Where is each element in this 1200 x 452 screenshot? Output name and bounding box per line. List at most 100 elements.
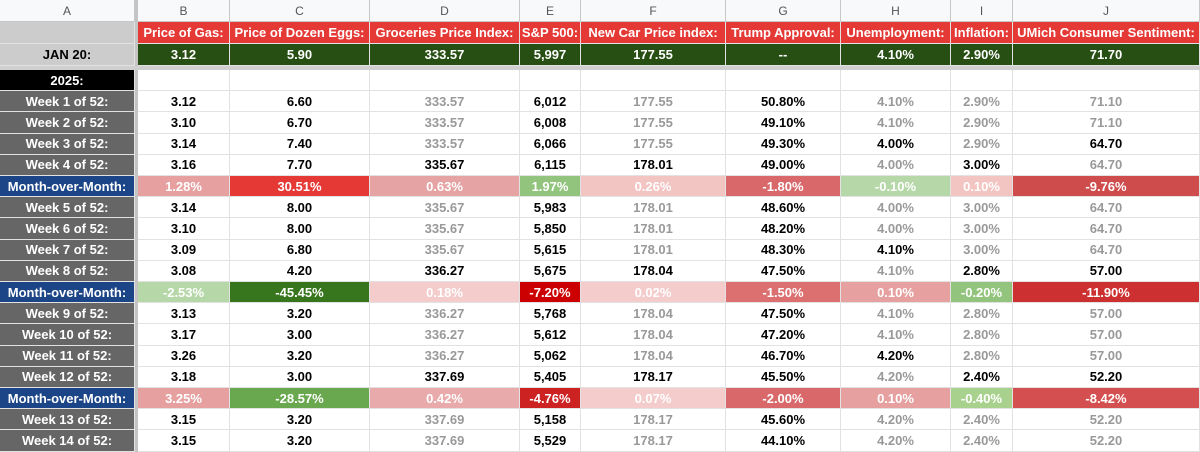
column-letter: E: [520, 0, 581, 22]
week-cell: 64.70: [1013, 239, 1200, 261]
mom-cell: 0.42%: [370, 388, 520, 410]
week-cell: 52.20: [1013, 430, 1200, 452]
week-cell: 5,850: [520, 218, 581, 240]
week-cell: 7.40: [230, 133, 370, 155]
week-cell: 4.10%: [841, 260, 951, 282]
week-cell: 3.20: [230, 345, 370, 367]
empty-cell: [138, 70, 230, 92]
section-label: 2025:: [0, 70, 135, 92]
week-cell: 44.10%: [726, 430, 841, 452]
mom-cell: -9.76%: [1013, 176, 1200, 198]
empty-cell: [951, 70, 1013, 92]
week-cell: 47.50%: [726, 260, 841, 282]
week-cell: 2.80%: [951, 345, 1013, 367]
empty-cell: [230, 70, 370, 92]
mom-cell: -7.20%: [520, 282, 581, 304]
week-cell: 5,529: [520, 430, 581, 452]
week-cell: 3.20: [230, 430, 370, 452]
week-cell: 4.10%: [841, 324, 951, 346]
column-letter: C: [230, 0, 370, 22]
week-cell: 3.17: [138, 324, 230, 346]
mom-cell: 3.25%: [138, 388, 230, 410]
week-label: Week 12 of 52:: [0, 366, 135, 388]
column-letter: H: [841, 0, 951, 22]
baseline-cell: 177.55: [581, 44, 726, 66]
week-cell: 178.17: [581, 366, 726, 388]
week-cell: 46.70%: [726, 345, 841, 367]
week-label: Week 4 of 52:: [0, 154, 135, 176]
mom-cell: 0.63%: [370, 176, 520, 198]
week-cell: 64.70: [1013, 197, 1200, 219]
mom-cell: -0.10%: [841, 176, 951, 198]
week-cell: 5,158: [520, 409, 581, 431]
week-cell: 3.10: [138, 218, 230, 240]
week-label: Week 9 of 52:: [0, 303, 135, 325]
week-cell: 335.67: [370, 154, 520, 176]
week-cell: 48.60%: [726, 197, 841, 219]
week-cell: 177.55: [581, 133, 726, 155]
week-label: Week 14 of 52:: [0, 430, 135, 452]
week-cell: 3.00%: [951, 239, 1013, 261]
week-cell: 2.80%: [951, 303, 1013, 325]
week-cell: 3.13: [138, 303, 230, 325]
empty-cell: [1013, 70, 1200, 92]
week-cell: 5,405: [520, 366, 581, 388]
mom-cell: -1.80%: [726, 176, 841, 198]
week-cell: 5,062: [520, 345, 581, 367]
week-cell: 335.67: [370, 218, 520, 240]
baseline-cell: 333.57: [370, 44, 520, 66]
baseline-cell: 71.70: [1013, 44, 1200, 66]
week-cell: 64.70: [1013, 133, 1200, 155]
mom-cell: 0.10%: [951, 176, 1013, 198]
week-cell: 337.69: [370, 366, 520, 388]
mom-cell: 30.51%: [230, 176, 370, 198]
week-cell: 178.01: [581, 218, 726, 240]
week-cell: 3.00: [230, 324, 370, 346]
week-cell: 178.04: [581, 303, 726, 325]
week-cell: 178.01: [581, 154, 726, 176]
mom-cell: -4.76%: [520, 388, 581, 410]
week-cell: 177.55: [581, 91, 726, 113]
week-cell: 48.30%: [726, 239, 841, 261]
column-letter: B: [138, 0, 230, 22]
mom-cell: -8.42%: [1013, 388, 1200, 410]
week-cell: 47.20%: [726, 324, 841, 346]
mom-cell: 0.02%: [581, 282, 726, 304]
week-cell: 2.90%: [951, 112, 1013, 134]
week-cell: 178.04: [581, 324, 726, 346]
week-cell: 3.00%: [951, 218, 1013, 240]
week-cell: 2.80%: [951, 324, 1013, 346]
empty-cell: [581, 70, 726, 92]
baseline-cell: 4.10%: [841, 44, 951, 66]
column-header: UMich Consumer Sentiment:: [1013, 22, 1200, 44]
week-cell: 71.10: [1013, 112, 1200, 134]
week-cell: 336.27: [370, 303, 520, 325]
week-cell: 5,615: [520, 239, 581, 261]
empty-cell: [726, 70, 841, 92]
baseline-cell: 3.12: [138, 44, 230, 66]
week-cell: 47.50%: [726, 303, 841, 325]
week-cell: 57.00: [1013, 324, 1200, 346]
week-cell: 336.27: [370, 324, 520, 346]
mom-label: Month-over-Month:: [0, 176, 135, 198]
week-cell: 6.80: [230, 239, 370, 261]
week-cell: 177.55: [581, 112, 726, 134]
mom-cell: -1.50%: [726, 282, 841, 304]
mom-cell: 0.18%: [370, 282, 520, 304]
freeze-line: [135, 0, 138, 452]
week-cell: 3.00%: [951, 197, 1013, 219]
mom-cell: 1.28%: [138, 176, 230, 198]
week-cell: 64.70: [1013, 154, 1200, 176]
week-cell: 337.69: [370, 430, 520, 452]
header-corner: [0, 22, 135, 44]
week-cell: 3.16: [138, 154, 230, 176]
column-header: Unemployment:: [841, 22, 951, 44]
empty-cell: [370, 70, 520, 92]
week-cell: 52.20: [1013, 366, 1200, 388]
week-cell: 333.57: [370, 112, 520, 134]
week-label: Week 3 of 52:: [0, 133, 135, 155]
week-cell: 3.20: [230, 409, 370, 431]
column-letter: F: [581, 0, 726, 22]
week-cell: 49.30%: [726, 133, 841, 155]
week-label: Week 6 of 52:: [0, 218, 135, 240]
